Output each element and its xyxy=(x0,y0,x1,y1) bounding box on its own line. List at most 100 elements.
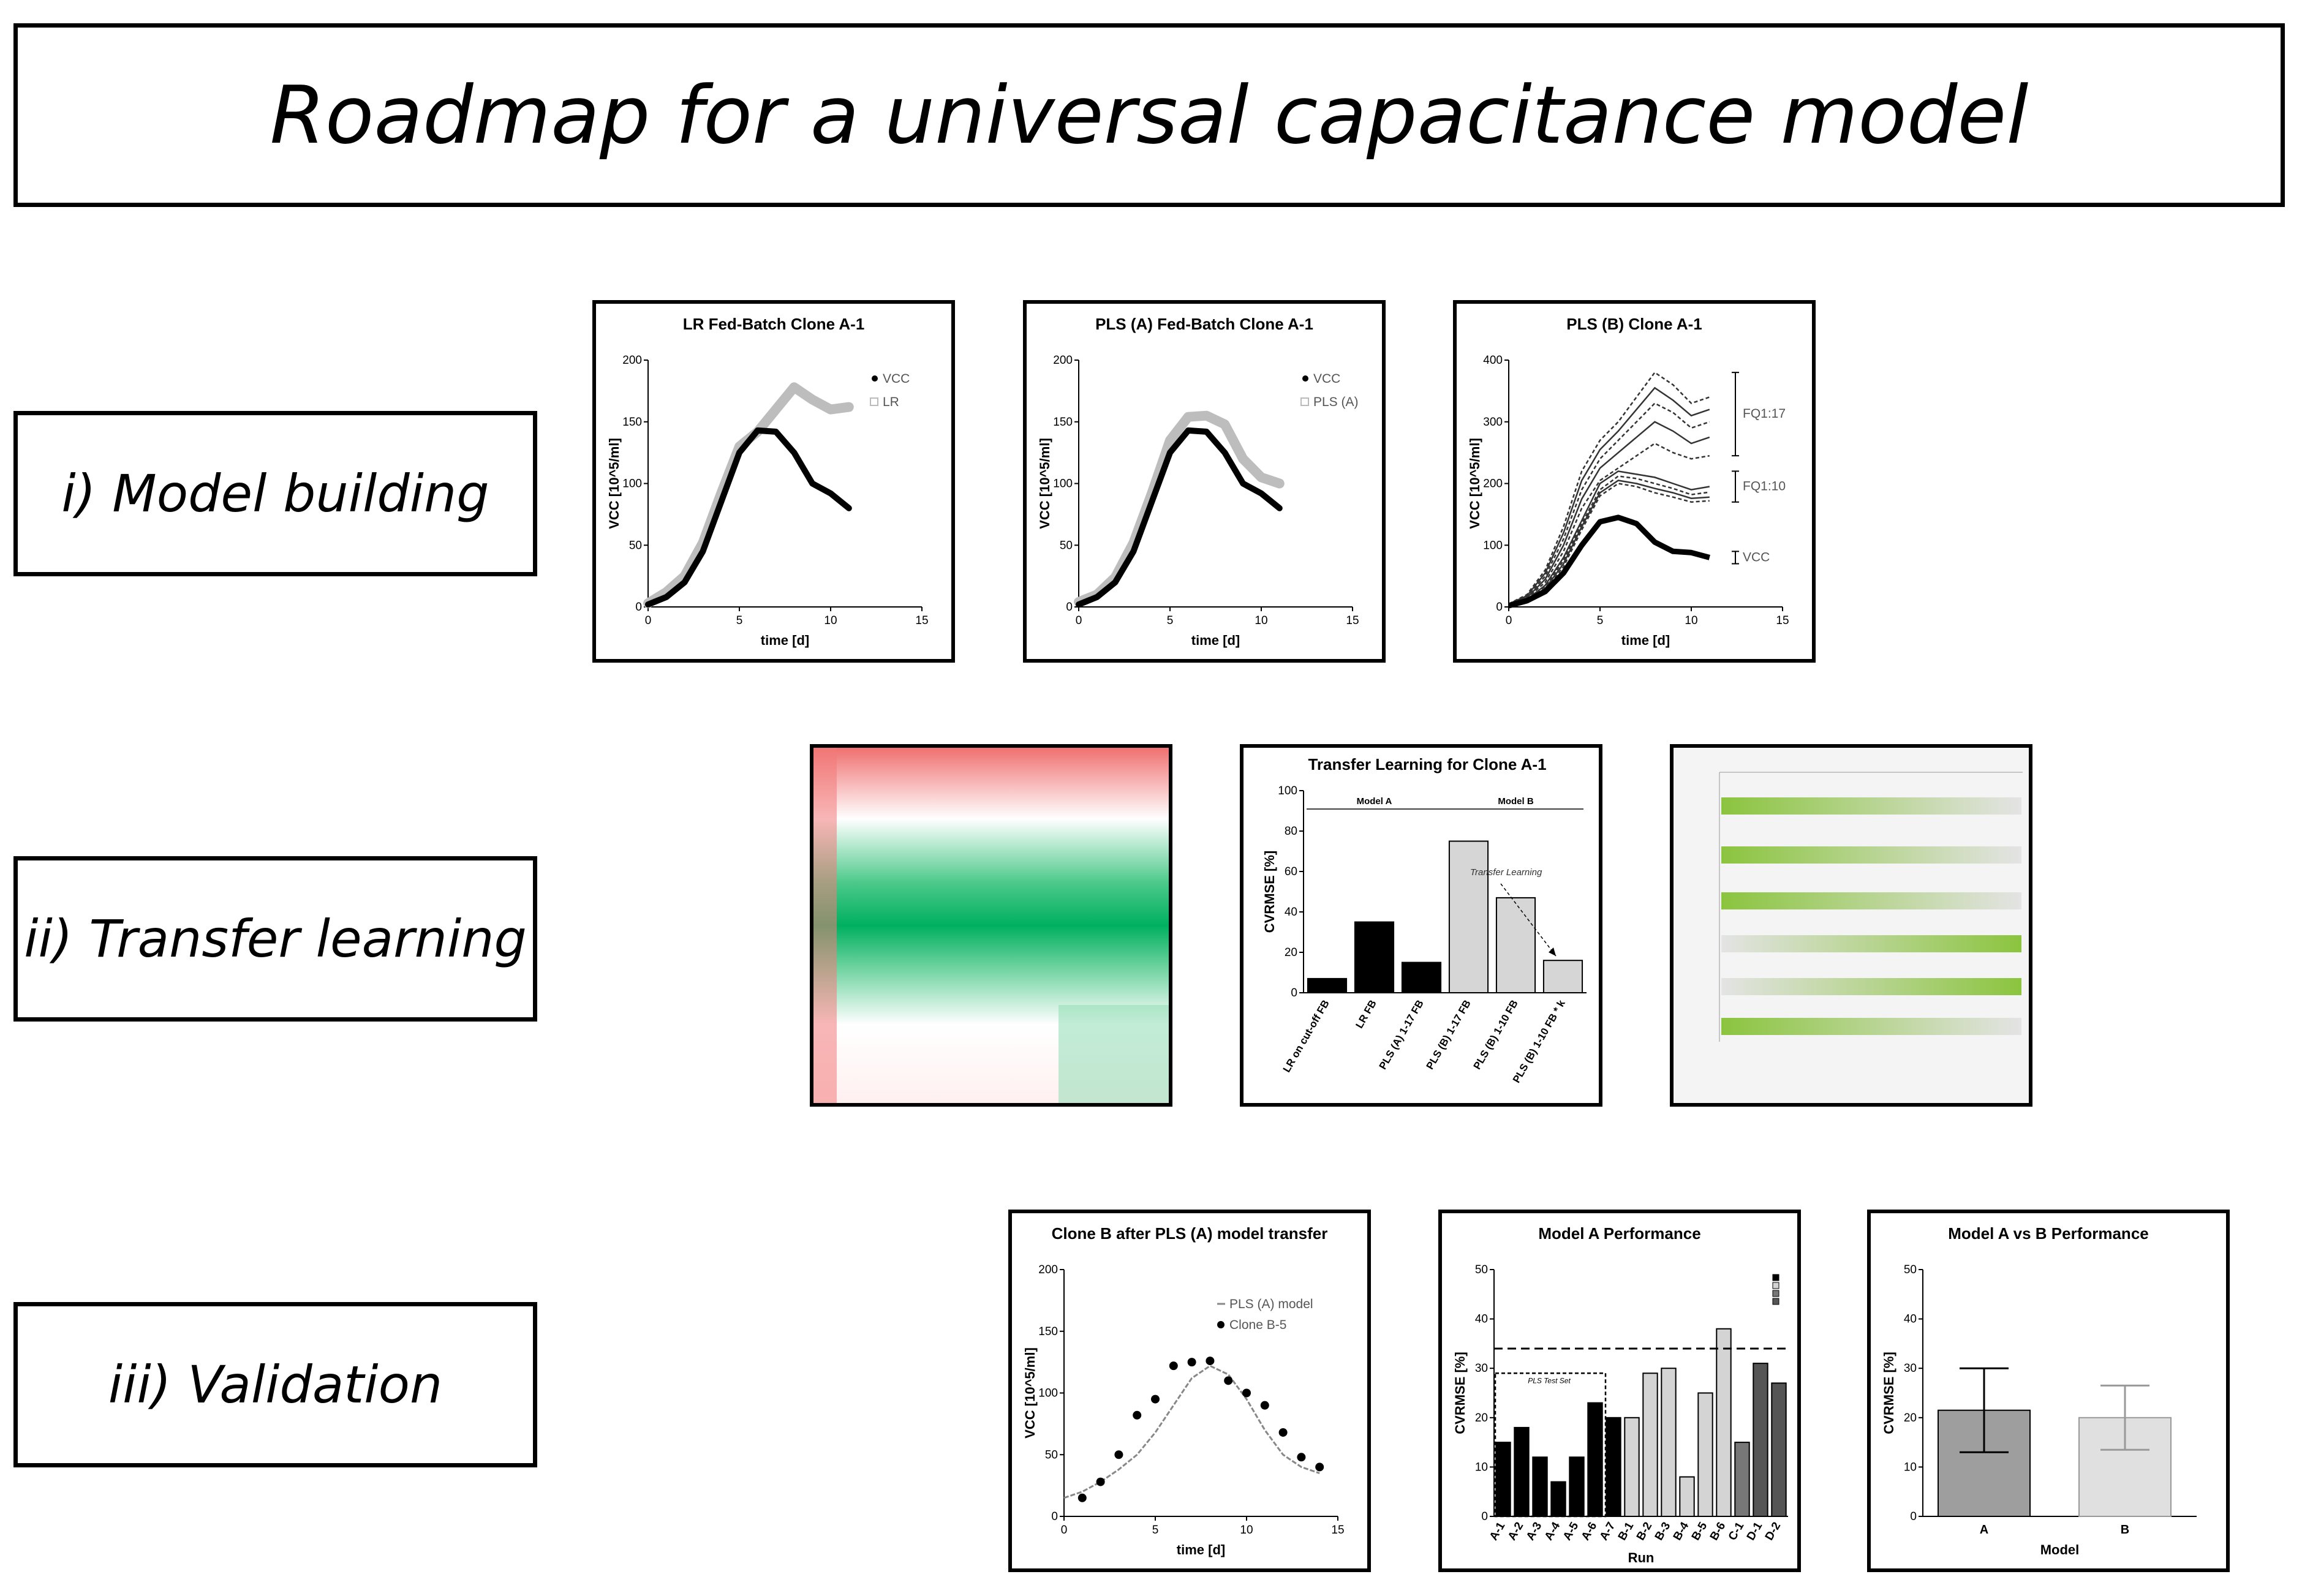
series-line-lr xyxy=(643,382,854,608)
loadings-heatmap xyxy=(810,744,1172,1107)
y-tick-label: 0 xyxy=(1066,601,1073,614)
test-set-box xyxy=(1494,1372,1607,1518)
chart-svg: Model A vs B Performance 0 10 20 30 40 50 CVRMS… xyxy=(1881,1224,2197,1557)
series-line-fq1-17 xyxy=(1508,402,1710,605)
test-set-label: PLS Test Set xyxy=(1528,1376,1571,1385)
spectra-band xyxy=(1721,892,2021,909)
y-tick-label: 100 xyxy=(1483,539,1503,552)
x-tick-label: B-6 xyxy=(1708,1520,1728,1543)
y-tick-label: 400 xyxy=(1483,354,1503,367)
bar xyxy=(1354,921,1395,993)
legend-label: Clone B-5 xyxy=(1229,1318,1286,1332)
y-tick-label: 200 xyxy=(1038,1263,1058,1276)
x-tick-label: 15 xyxy=(1346,614,1359,627)
x-axis-label: Run xyxy=(1628,1550,1655,1565)
y-tick-label: 0 xyxy=(1051,1510,1058,1523)
x-tick-label: A-7 xyxy=(1598,1520,1618,1543)
series-line-fq1-17 xyxy=(1508,421,1710,605)
y-tick-label: 50 xyxy=(1475,1263,1488,1276)
fq1-17-label: FQ1:17 xyxy=(1743,407,1786,421)
y-tick-label: 100 xyxy=(1038,1387,1058,1400)
y-tick-label: 100 xyxy=(1053,478,1073,491)
y-axis-label: VCC [10^5/ml] xyxy=(1467,438,1482,529)
x-tick-label: C-1 xyxy=(1726,1520,1747,1543)
group-label: Model A xyxy=(1357,796,1392,807)
x-tick-label: PLS (B) 1-10 FB xyxy=(1471,998,1520,1072)
y-tick-label: 150 xyxy=(622,416,642,429)
lr-fed-batch-chart: LR Fed-Batch Clone A-1 0 50 100 150 200 VCC [1… xyxy=(592,300,955,663)
x-tick-label: 10 xyxy=(1240,1524,1253,1537)
bar xyxy=(1569,1456,1585,1517)
arrow-head xyxy=(1549,947,1556,956)
x-tick-label: 10 xyxy=(1685,614,1697,627)
y-tick-label: 50 xyxy=(1904,1263,1917,1276)
chart-title: Transfer Learning for Clone A-1 xyxy=(1308,755,1546,774)
bar xyxy=(1753,1363,1768,1517)
bar xyxy=(1734,1442,1750,1518)
y-tick-label: 0 xyxy=(1496,601,1503,614)
series-line-pls-a- xyxy=(1074,410,1285,607)
x-axis-label: time [d] xyxy=(1621,633,1670,648)
bar xyxy=(1771,1382,1787,1517)
chart-title: PLS (A) Fed-Batch Clone A-1 xyxy=(1095,315,1313,333)
group-label: Model B xyxy=(1498,796,1533,807)
fq1-10-label: FQ1:10 xyxy=(1743,480,1786,494)
x-tick-label: A-3 xyxy=(1524,1520,1544,1543)
heatmap-svg xyxy=(813,748,1169,1103)
y-tick-label: 0 xyxy=(1481,1510,1488,1523)
y-tick-label: 10 xyxy=(1904,1461,1917,1474)
x-tick-label: B-2 xyxy=(1634,1520,1655,1543)
spectra-band xyxy=(1721,978,2021,995)
bar xyxy=(1716,1328,1732,1517)
y-tick-label: 50 xyxy=(1060,539,1073,552)
bar xyxy=(1642,1372,1658,1518)
x-tick-label: LR FB xyxy=(1353,998,1378,1031)
spectra-heatmap xyxy=(1670,744,2032,1107)
x-tick-label: D-2 xyxy=(1763,1520,1783,1543)
vcc-label: VCC xyxy=(1743,550,1770,564)
transfer-learning-chart: Transfer Learning for Clone A-1 0 20 40 60 80… xyxy=(1240,744,1602,1107)
x-tick-label: 15 xyxy=(915,614,928,627)
y-tick-label: 40 xyxy=(1904,1313,1917,1326)
legend-label: PLS (A) model xyxy=(1229,1297,1313,1311)
y-axis-label: VCC [10^5/ml] xyxy=(606,438,622,529)
x-tick-label: 10 xyxy=(1255,614,1267,627)
bar xyxy=(1514,1426,1530,1518)
y-tick-label: 40 xyxy=(1285,906,1297,919)
legend-swatch xyxy=(1772,1282,1779,1289)
legend-swatch xyxy=(1772,1274,1779,1281)
data-point-clone-b-5 xyxy=(1133,1410,1142,1420)
bar xyxy=(1495,1442,1511,1518)
chart-svg: Model A Performance 0 10 20 30 40 50 CVRMSE [%]… xyxy=(1452,1224,1788,1565)
data-point-clone-b-5 xyxy=(1260,1401,1269,1410)
stage-label: i) Model building xyxy=(61,464,489,524)
model-a-performance-chart: Model A Performance 0 10 20 30 40 50 CVRMSE [%]… xyxy=(1438,1210,1801,1572)
bar xyxy=(1401,962,1442,993)
y-tick-label: 0 xyxy=(1910,1510,1917,1523)
x-tick-label: PLS (B) 1-17 FB xyxy=(1424,998,1473,1072)
spectra-band xyxy=(1721,1018,2021,1035)
y-tick-label: 40 xyxy=(1475,1313,1488,1326)
y-tick-label: 150 xyxy=(1053,416,1073,429)
y-tick-label: 0 xyxy=(1291,987,1297,999)
y-tick-label: 20 xyxy=(1475,1412,1488,1425)
y-tick-label: 200 xyxy=(1053,354,1073,367)
y-tick-label: 20 xyxy=(1904,1412,1917,1425)
y-tick-label: 100 xyxy=(1278,785,1297,797)
x-tick-label: B-3 xyxy=(1653,1520,1673,1543)
x-tick-label: 0 xyxy=(1506,614,1512,627)
bar xyxy=(1495,897,1536,993)
series-line-fq1-10 xyxy=(1508,470,1710,605)
x-tick-label: B-5 xyxy=(1689,1520,1710,1543)
chart-svg: Clone B after PLS (A) model transfer0501… xyxy=(1022,1224,1345,1557)
title-box: Roadmap for a universal capacitance mode… xyxy=(13,23,2285,207)
x-tick-label: 0 xyxy=(1061,1524,1068,1537)
series-line-pls-a-model xyxy=(1063,1365,1320,1499)
y-tick-label: 150 xyxy=(1038,1325,1058,1338)
legend-swatch xyxy=(1772,1290,1779,1297)
bar xyxy=(1606,1417,1621,1517)
data-point-clone-b-5 xyxy=(1315,1462,1324,1472)
data-point-clone-b-5 xyxy=(1242,1388,1251,1398)
stage-transfer-learning: ii) Transfer learning xyxy=(13,856,537,1022)
